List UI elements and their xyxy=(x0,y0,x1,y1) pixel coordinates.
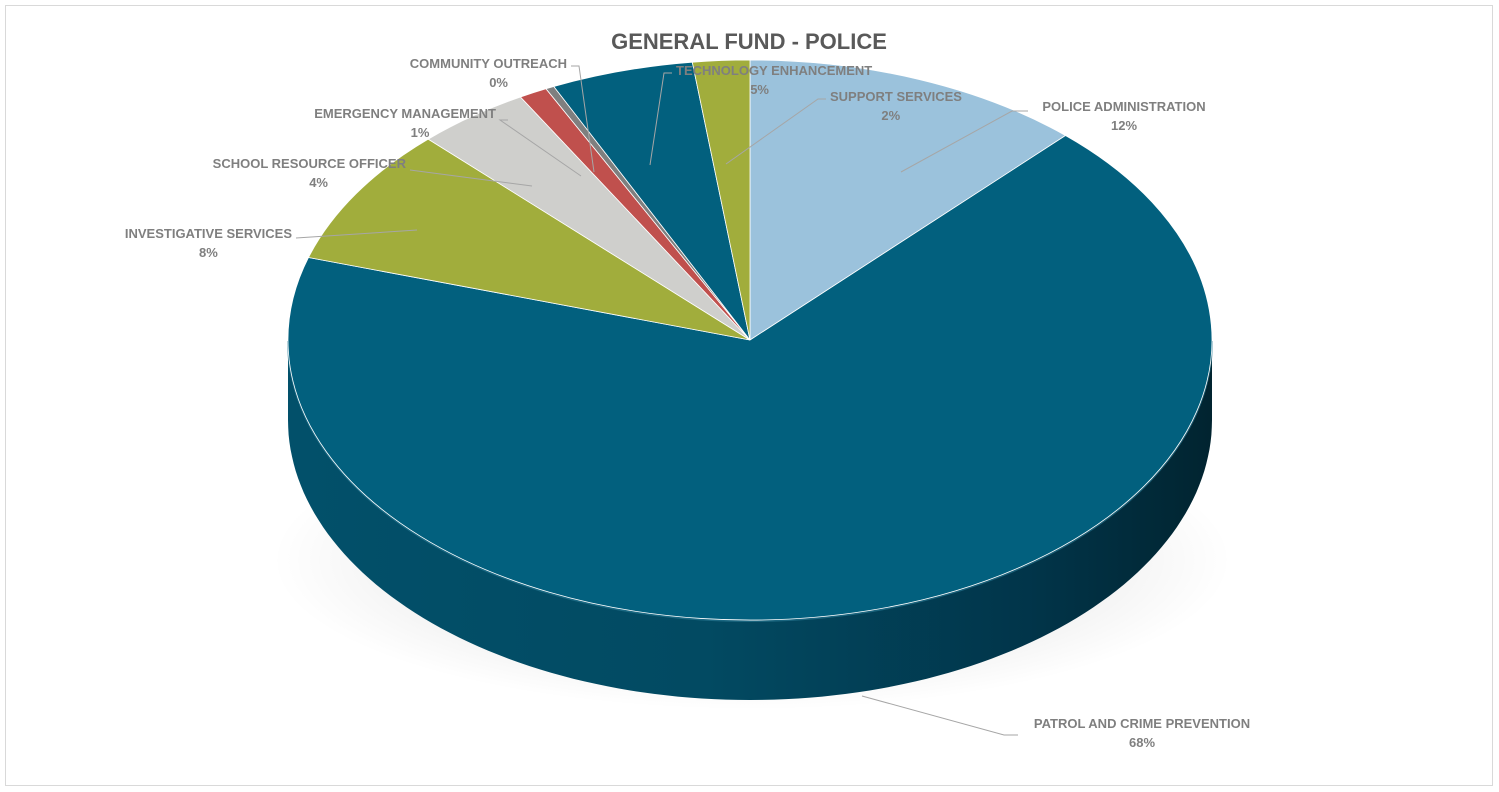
leader-line-patrol-and-crime-prevention xyxy=(861,695,1018,736)
pie-side xyxy=(287,340,1213,700)
data-label-percent: 0% xyxy=(489,75,508,90)
leader-line-emergency-management xyxy=(498,119,582,177)
data-label-percent: 5% xyxy=(750,82,769,97)
data-label-name: INVESTIGATIVE SERVICES xyxy=(125,226,292,241)
pie-top xyxy=(287,59,1213,621)
data-label-name: SCHOOL RESOURCE OFFICER xyxy=(213,156,407,171)
pie-side-highlight xyxy=(287,340,1213,623)
pie-side-wall xyxy=(288,340,1212,700)
leader-line-community-outreach xyxy=(571,65,595,173)
leader-line-school-resource-officer xyxy=(409,169,533,187)
leader-line-police-administration xyxy=(900,110,1028,173)
pie-slice-investigative-services[interactable] xyxy=(307,138,751,341)
data-label-percent: 8% xyxy=(199,245,218,260)
data-label-percent: 4% xyxy=(309,175,328,190)
leader-line-support-services xyxy=(725,98,826,165)
data-label-name: SUPPORT SERVICES xyxy=(830,89,962,104)
leader-lines xyxy=(295,65,1028,736)
pie-slice-police-administration[interactable] xyxy=(749,59,1067,341)
pie-slice-patrol-and-crime-prevention[interactable] xyxy=(287,135,1213,621)
chart-title: GENERAL FUND - POLICE xyxy=(611,29,887,54)
data-label-name: TECHNOLOGY ENHANCEMENT xyxy=(676,63,872,78)
leader-line-technology-enhancement xyxy=(649,72,672,166)
data-label-name: PATROL AND CRIME PREVENTION xyxy=(1034,716,1250,731)
data-label-percent: 1% xyxy=(411,125,430,140)
data-label-percent: 68% xyxy=(1129,735,1155,750)
data-label-name: EMERGENCY MANAGEMENT xyxy=(314,106,496,121)
pie-slice-support-services[interactable] xyxy=(691,59,751,341)
data-label-percent: 12% xyxy=(1111,118,1137,133)
data-label-name: COMMUNITY OUTREACH xyxy=(410,56,567,71)
leader-line-investigative-services xyxy=(295,229,418,239)
data-label-name: POLICE ADMINISTRATION xyxy=(1042,99,1205,114)
pie-slice-technology-enhancement[interactable] xyxy=(553,61,751,341)
data-label-percent: 2% xyxy=(881,108,900,123)
data-labels: POLICE ADMINISTRATION 12% PATROL AND CRIME… xyxy=(125,56,1250,750)
